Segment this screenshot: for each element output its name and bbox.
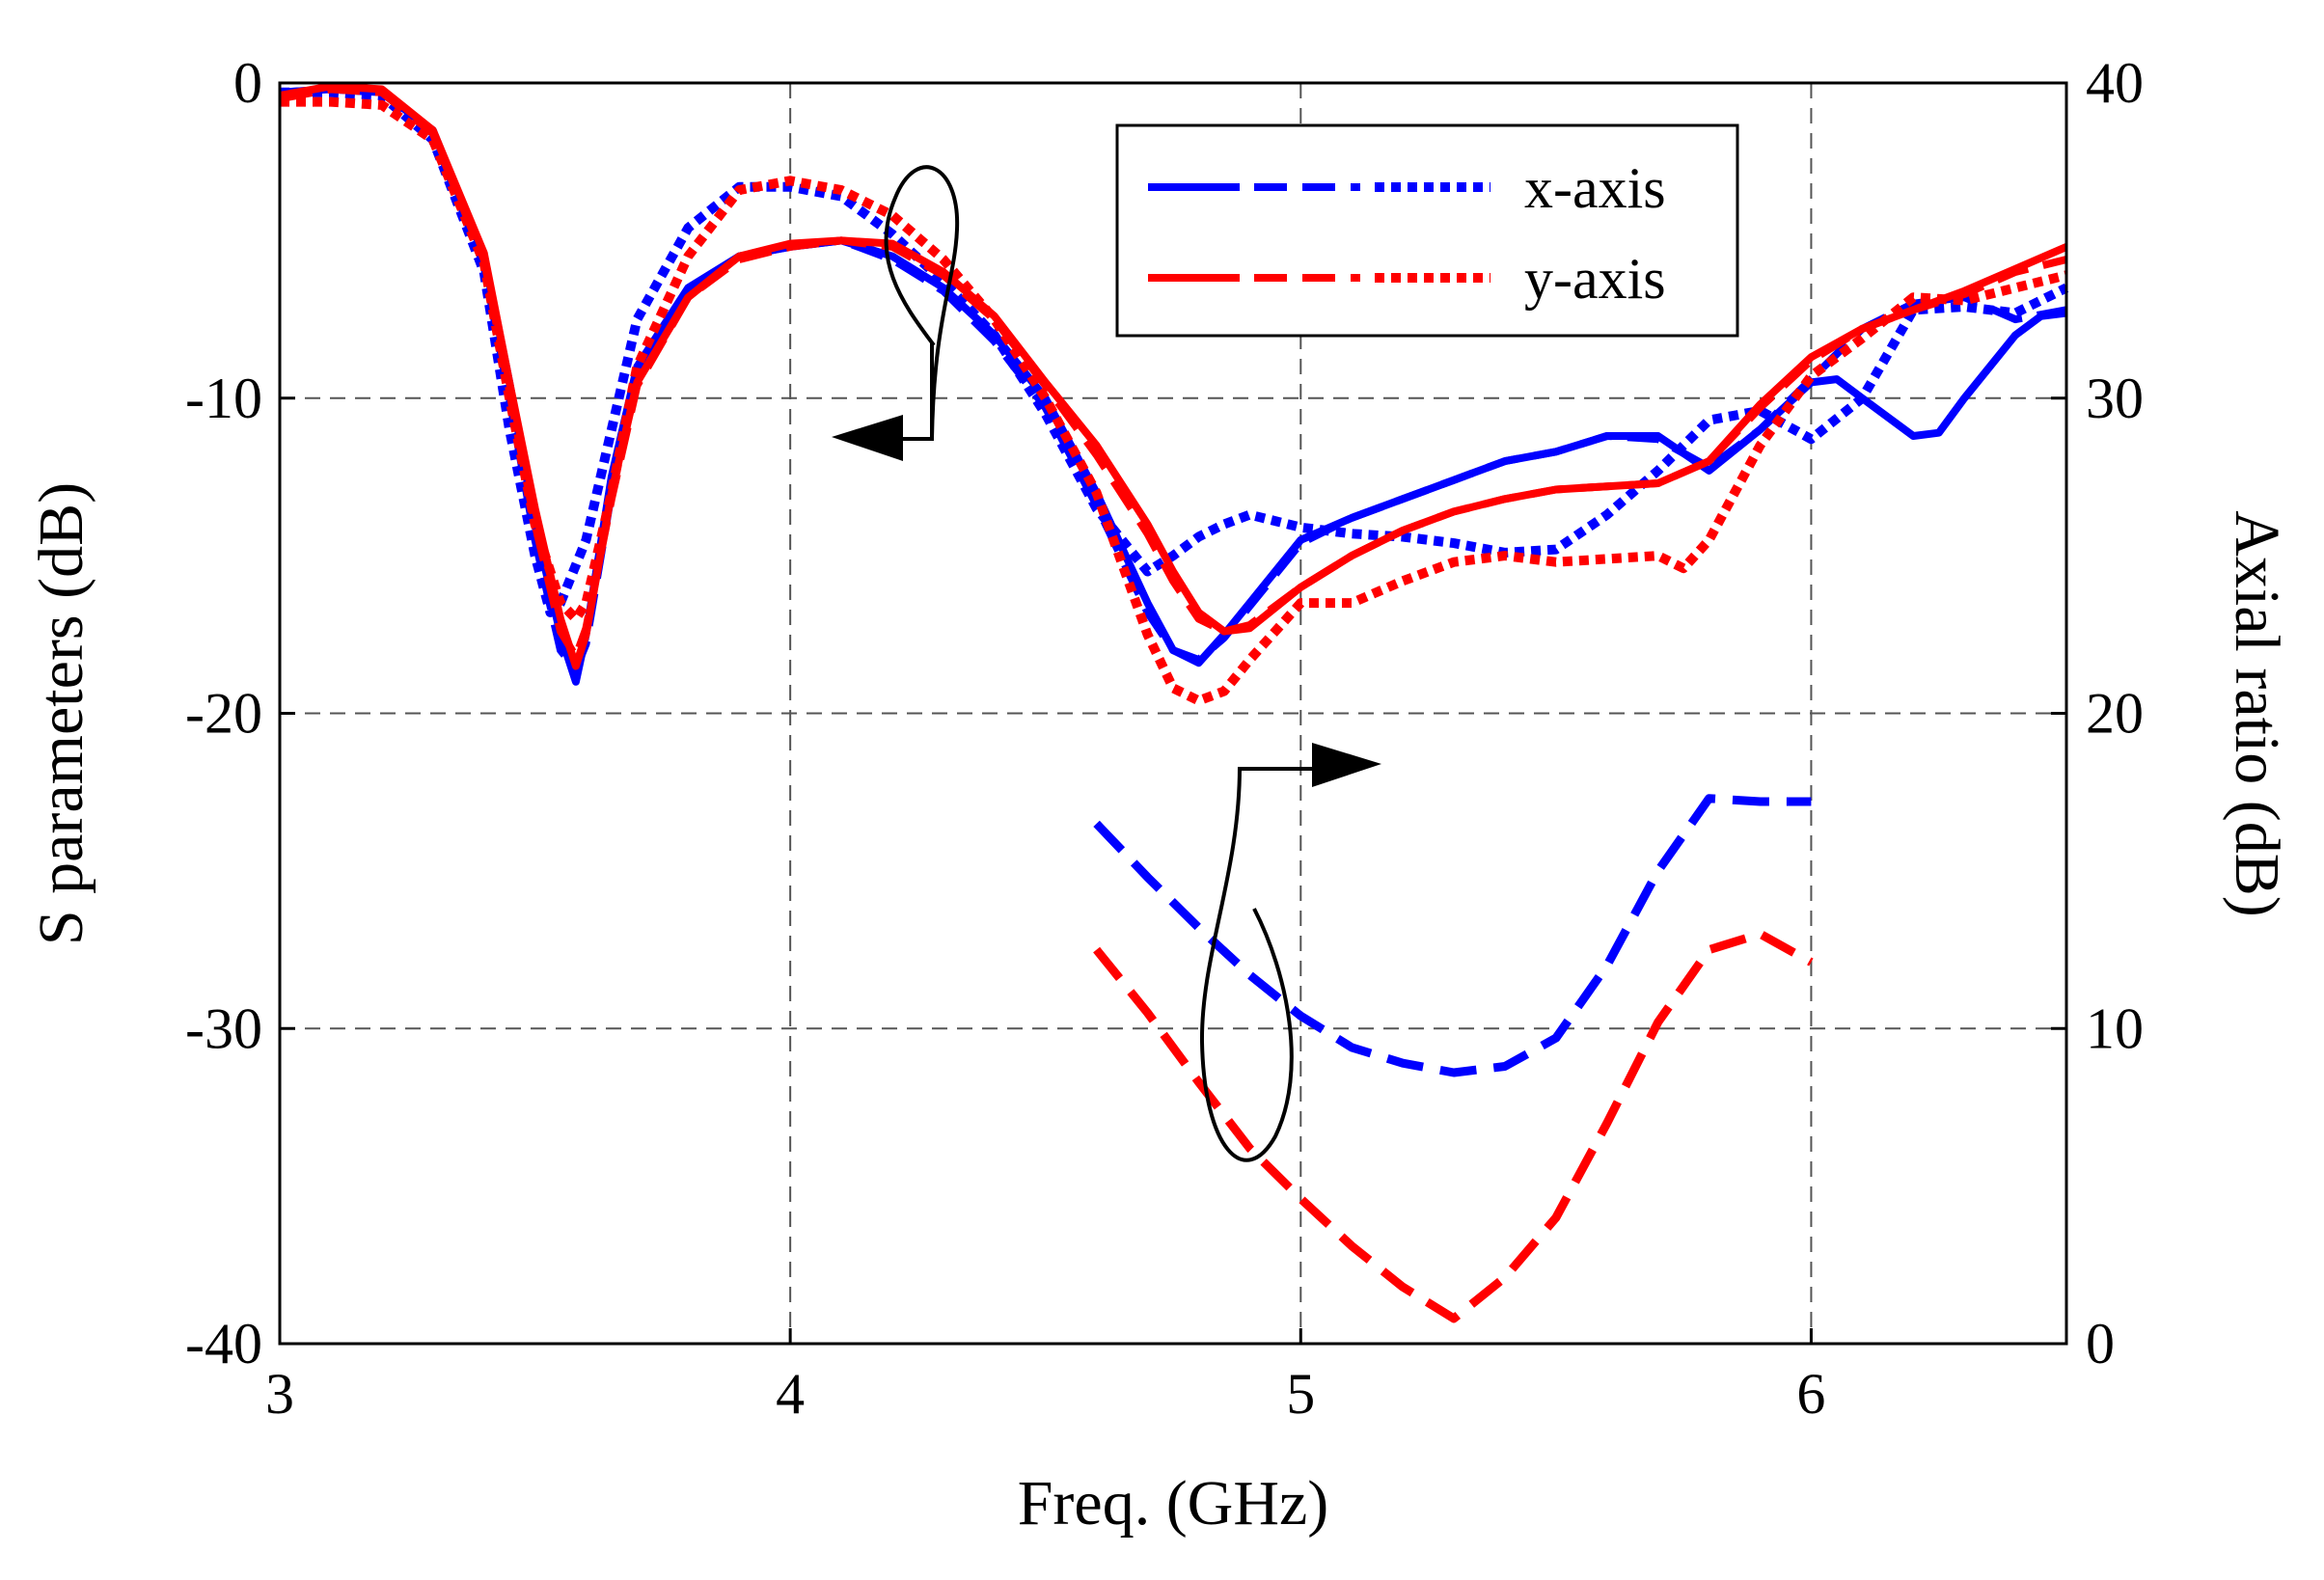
annotation-loop-left	[884, 165, 960, 440]
legend-label-x-axis: x-axis	[1524, 156, 1666, 220]
series-line-1	[279, 85, 2067, 673]
series-line-4	[279, 85, 2067, 661]
annotations	[832, 165, 1381, 1162]
y-tick-label-right-0: 0	[2086, 1312, 2115, 1376]
y-tick-label-right-40: 40	[2086, 51, 2144, 115]
annotation-arrow-right-stem	[1238, 767, 1314, 772]
y-tick-label-right-20: 20	[2086, 682, 2144, 746]
y-axis-title-left: S parameters (dB)	[26, 482, 96, 945]
y-axis-title-right: Axial ratio (dB)	[2222, 510, 2292, 917]
y-tick-label-left--30: -30	[185, 996, 262, 1060]
legend-box	[1115, 123, 1739, 338]
y-tick-label-left--20: -20	[185, 682, 262, 746]
x-tick-label-3: 3	[265, 1362, 294, 1426]
x-axis-title: Freq. (GHz)	[1018, 1468, 1329, 1539]
x-tick-label-4: 4	[776, 1362, 805, 1426]
annotation-arrow-right-head	[1312, 743, 1381, 787]
y-tick-label-right-10: 10	[2086, 996, 2144, 1060]
series-line-2	[280, 87, 2069, 617]
x-tick-label-6: 6	[1796, 1362, 1825, 1426]
y-tick-label-left-0: 0	[233, 51, 262, 115]
legend-label-y-axis: y-axis	[1524, 247, 1666, 311]
x-tick-label-5: 5	[1286, 1362, 1315, 1426]
legend: x-axis y-axis	[1115, 123, 1739, 338]
y-tick-label-left--10: -10	[185, 367, 262, 430]
annotation-arrow-left-head	[832, 415, 903, 461]
y-tick-label-left--40: -40	[185, 1312, 262, 1376]
series-line-5	[280, 96, 2068, 706]
series-lines	[279, 82, 2069, 1323]
annotation-loop-right	[1199, 766, 1294, 1162]
series-line-7	[1093, 929, 1814, 1323]
y-tick-label-right-30: 30	[2086, 367, 2144, 430]
axis-ticks: 3 4 5 6 0 -10 -20 -30 -40 40 30 20 10 0	[185, 51, 2144, 1426]
